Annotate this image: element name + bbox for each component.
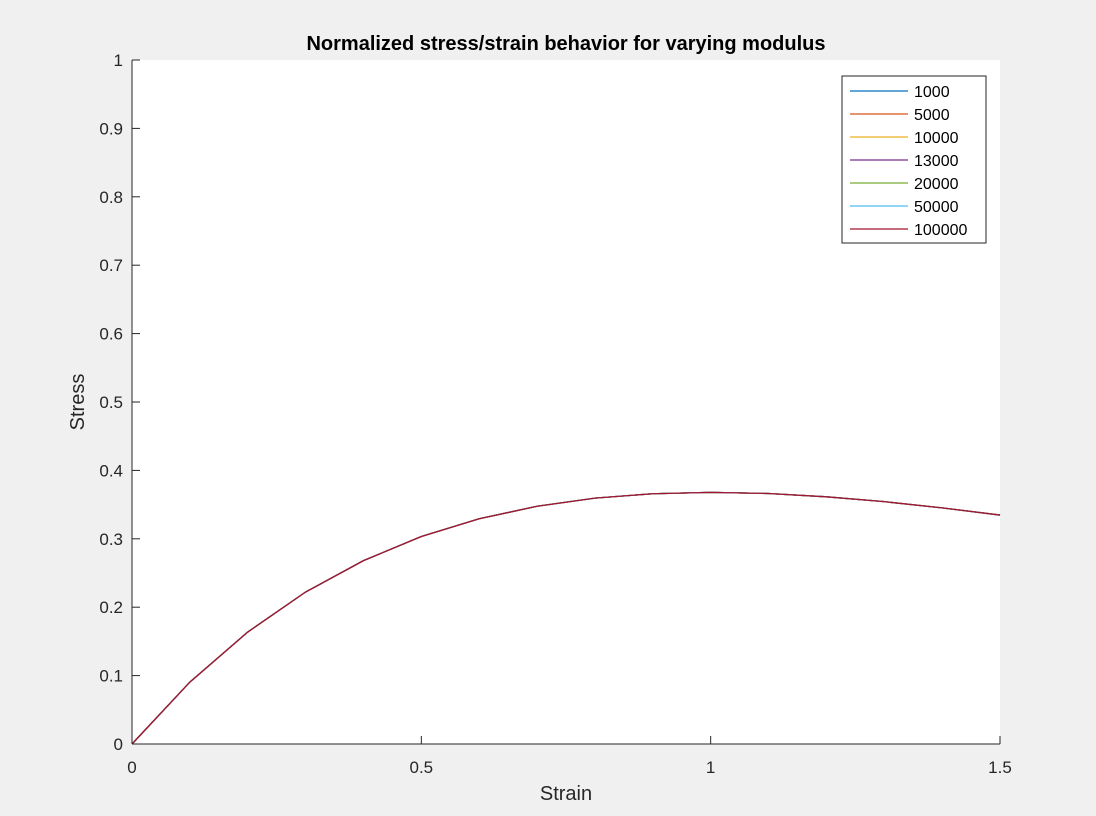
- legend-label: 1000: [914, 84, 950, 101]
- y-tick-label: 0.4: [99, 461, 123, 480]
- x-tick-label: 0: [127, 758, 136, 777]
- legend: 1000 5000 10000 13000 20000 50000 100000: [841, 75, 987, 244]
- x-tick-label: 0.5: [410, 758, 434, 777]
- y-tick-label: 0: [114, 735, 123, 754]
- series-layer: [131, 491, 1001, 745]
- legend-label: 13000: [914, 153, 959, 170]
- y-tick-label: 1: [114, 51, 123, 70]
- legend-label: 50000: [914, 199, 959, 216]
- y-tick-label: 0.1: [99, 667, 123, 686]
- y-tick-label: 0.2: [99, 598, 123, 617]
- x-axis-label: Strain: [540, 783, 592, 805]
- y-axis-label: Stress: [67, 374, 89, 431]
- y-tick-label: 0.3: [99, 530, 123, 549]
- legend-label: 10000: [914, 130, 959, 147]
- chart-title: Normalized stress/strain behavior for va…: [306, 33, 825, 55]
- y-tick-label: 0.5: [99, 393, 123, 412]
- y-tick-label: 0.9: [99, 119, 123, 138]
- y-tick-label: 0.6: [99, 325, 123, 344]
- y-tick-label: 0.8: [99, 188, 123, 207]
- legend-label: 100000: [914, 222, 967, 239]
- series-line-100000: [131, 491, 1001, 745]
- legend-label: 20000: [914, 176, 959, 193]
- legend-label: 5000: [914, 107, 950, 124]
- y-tick-label: 0.7: [99, 256, 123, 275]
- x-tick-label: 1: [706, 758, 715, 777]
- x-tick-label: 1.5: [988, 758, 1012, 777]
- axes-layer: 0 0.5 1 1.5 0 0.1 0.2 0.3 0.4 0.5 0.6 0.7 0.8 0.9 1: [99, 51, 1011, 777]
